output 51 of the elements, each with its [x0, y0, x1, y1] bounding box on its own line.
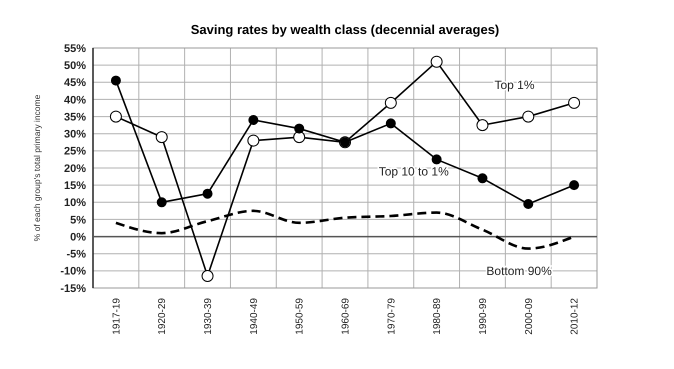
- point: [569, 180, 580, 190]
- y-tick-label: -15%: [60, 282, 86, 295]
- x-tick-label: 1917-19: [111, 298, 122, 335]
- point: [477, 173, 488, 184]
- point: [386, 118, 396, 128]
- point: [247, 134, 260, 147]
- point: [110, 110, 122, 123]
- y-tick-label: -10%: [60, 266, 86, 278]
- y-tick-label: 50%: [64, 60, 86, 72]
- y-tick-label: 20%: [64, 162, 86, 175]
- x-tick-label: 1940-49: [248, 298, 260, 335]
- x-tick-label: 1960-69: [340, 298, 352, 335]
- x-tick-label: 1970-79: [386, 298, 398, 335]
- point: [156, 197, 167, 208]
- point: [432, 154, 442, 164]
- point: [476, 119, 488, 132]
- series-label: Top 1%: [494, 78, 535, 92]
- y-tick-label: 55%: [64, 42, 86, 55]
- y-tick-label: 40%: [64, 94, 86, 106]
- point: [248, 115, 258, 125]
- point: [156, 131, 168, 144]
- series-label: Top 10 to 1%: [378, 164, 450, 178]
- y-tick-label: 15%: [64, 180, 86, 192]
- y-tick-label: 5%: [70, 214, 86, 226]
- point: [294, 124, 304, 134]
- y-tick-label: -5%: [66, 248, 86, 261]
- y-tick-label: 0%: [70, 231, 86, 244]
- y-tick-label: 10%: [64, 197, 86, 210]
- x-tick-label: 2010-12: [570, 298, 581, 335]
- chart-title: Saving rates by wealth class (decennial averages): [190, 22, 500, 37]
- y-axis-title: % of each group's total primary income: [32, 94, 42, 242]
- x-tick-label: 1980-89: [432, 298, 444, 335]
- point: [384, 96, 397, 109]
- point: [568, 96, 580, 109]
- x-tick-label: 1950-59: [294, 298, 306, 335]
- x-tick-label: 1930-39: [203, 298, 214, 335]
- y-tick-label: 35%: [64, 111, 86, 124]
- point: [202, 270, 214, 282]
- point: [522, 110, 534, 123]
- x-tick-label: 2000-09: [524, 298, 535, 335]
- point: [110, 76, 121, 86]
- point: [293, 131, 306, 144]
- point: [430, 56, 443, 68]
- x-tick-label: 1990-99: [478, 298, 489, 335]
- y-tick-label: 30%: [64, 128, 86, 141]
- y-tick-label: 45%: [64, 77, 86, 90]
- x-tick-label: 1920-29: [157, 298, 168, 335]
- point: [523, 199, 534, 209]
- point: [202, 188, 213, 199]
- y-tick-label: 25%: [64, 146, 86, 158]
- series-label: Bottom 90%: [486, 264, 552, 278]
